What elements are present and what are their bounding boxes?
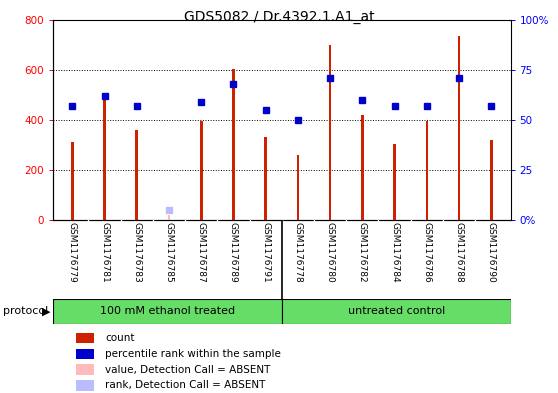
Text: GSM1176785: GSM1176785	[165, 222, 174, 283]
Text: GSM1176779: GSM1176779	[68, 222, 77, 283]
Bar	[426, 121, 428, 220]
Text: GSM1176789: GSM1176789	[229, 222, 238, 283]
Bar	[136, 130, 138, 220]
Text: count: count	[105, 333, 134, 343]
Text: GSM1176787: GSM1176787	[197, 222, 206, 283]
Text: GSM1176780: GSM1176780	[326, 222, 335, 283]
Text: ▶: ▶	[41, 307, 50, 316]
Text: rank, Detection Call = ABSENT: rank, Detection Call = ABSENT	[105, 380, 265, 390]
Text: GSM1176791: GSM1176791	[261, 222, 270, 283]
Bar	[71, 142, 74, 220]
Text: GSM1176786: GSM1176786	[422, 222, 431, 283]
Bar	[297, 155, 299, 220]
Bar	[329, 45, 331, 220]
Text: protocol: protocol	[3, 307, 48, 316]
Bar	[264, 138, 267, 220]
Text: value, Detection Call = ABSENT: value, Detection Call = ABSENT	[105, 365, 270, 375]
Text: GSM1176782: GSM1176782	[358, 222, 367, 283]
Bar	[361, 115, 364, 220]
Text: GDS5082 / Dr.4392.1.A1_at: GDS5082 / Dr.4392.1.A1_at	[184, 10, 374, 24]
Text: untreated control: untreated control	[348, 307, 445, 316]
Bar	[53, 299, 282, 324]
Text: GSM1176790: GSM1176790	[487, 222, 496, 283]
Bar	[76, 380, 94, 391]
Bar	[490, 140, 493, 220]
Bar	[200, 121, 203, 220]
Text: GSM1176781: GSM1176781	[100, 222, 109, 283]
Text: GSM1176778: GSM1176778	[294, 222, 302, 283]
Bar	[393, 144, 396, 220]
Bar	[458, 36, 460, 220]
Bar	[76, 349, 94, 359]
Bar	[103, 97, 106, 220]
Text: GSM1176784: GSM1176784	[390, 222, 399, 283]
Text: 100 mM ethanol treated: 100 mM ethanol treated	[100, 307, 235, 316]
Bar	[76, 333, 94, 343]
Bar	[76, 364, 94, 375]
Text: GSM1176788: GSM1176788	[455, 222, 464, 283]
Bar	[168, 215, 170, 220]
Bar	[282, 299, 511, 324]
Text: GSM1176783: GSM1176783	[132, 222, 141, 283]
Text: percentile rank within the sample: percentile rank within the sample	[105, 349, 281, 359]
Bar	[232, 68, 235, 220]
